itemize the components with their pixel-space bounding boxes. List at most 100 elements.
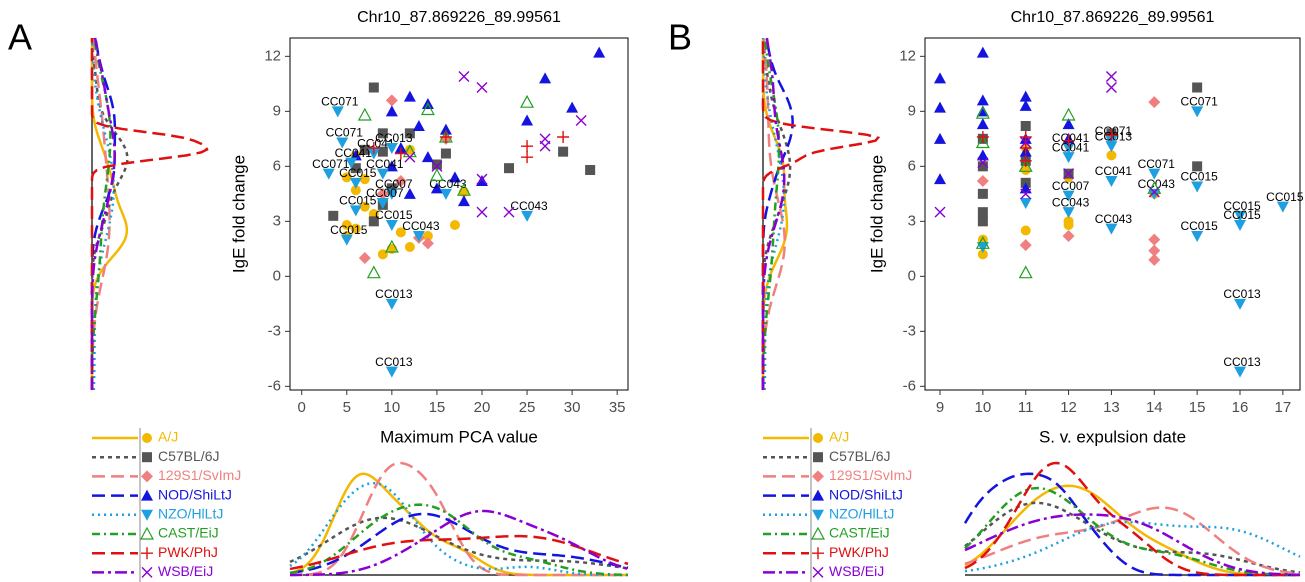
point <box>976 131 989 143</box>
point <box>341 172 352 183</box>
point-label: CC015 <box>1223 208 1261 222</box>
x-tick-label: 9 <box>936 399 944 416</box>
panel-letter: B <box>668 17 692 58</box>
point-label: CC071 <box>312 157 350 171</box>
legend-marker <box>812 566 824 578</box>
point <box>585 165 596 175</box>
legend-marker <box>810 526 826 540</box>
point <box>457 195 470 207</box>
y-tick-label: 9 <box>908 102 916 119</box>
point-label: CC013 <box>375 355 413 369</box>
bottom-density <box>964 520 1301 573</box>
point-label: CC007 <box>366 186 404 200</box>
point <box>345 157 358 169</box>
chart-title: Chr10_87.869226_89.99561 <box>1011 9 1215 26</box>
point <box>575 115 587 126</box>
x-tick-label: 0 <box>298 399 306 416</box>
y-tick-label: 12 <box>264 47 281 64</box>
legend-marker <box>142 452 152 463</box>
point <box>385 160 398 172</box>
point <box>322 168 335 180</box>
point-label: CC007 <box>375 177 413 191</box>
bottom-density <box>964 506 1301 575</box>
point <box>1105 176 1118 187</box>
point <box>1147 181 1162 194</box>
point-label: CC043 <box>1138 177 1176 191</box>
point <box>977 188 988 199</box>
point <box>1191 106 1204 118</box>
point <box>1019 99 1032 111</box>
point <box>1062 207 1075 219</box>
point <box>439 131 452 143</box>
point <box>394 175 407 187</box>
legend-label: CAST/EiJ <box>158 525 219 541</box>
x-tick-label: 14 <box>1146 399 1163 416</box>
point <box>975 105 990 119</box>
point <box>539 72 552 84</box>
point <box>404 128 415 139</box>
x-tick-label: 11 <box>1018 399 1034 416</box>
point <box>359 201 370 212</box>
point <box>1192 161 1203 172</box>
point <box>350 163 361 174</box>
point <box>934 72 946 84</box>
point-label: CC043 <box>510 199 548 213</box>
point-label: CC071 <box>1180 95 1218 109</box>
bottom-density <box>963 472 1300 577</box>
point-label: CC013 <box>375 287 413 301</box>
legend-marker <box>141 509 153 521</box>
point <box>420 102 435 116</box>
point <box>934 206 946 218</box>
legend-marker <box>812 547 824 560</box>
point <box>385 143 398 154</box>
bottom-density <box>289 516 629 570</box>
y-tick-label: 0 <box>908 267 916 284</box>
point <box>976 242 989 253</box>
point <box>349 177 362 189</box>
legend-label: A/J <box>158 429 178 445</box>
point <box>368 82 379 93</box>
x-axis-label: S. v. expulsion date <box>1039 427 1186 446</box>
point <box>593 46 606 58</box>
point <box>976 94 989 106</box>
point <box>336 137 349 149</box>
y-axis-label: IgE fold change <box>229 155 248 273</box>
point <box>476 173 488 185</box>
point <box>384 239 399 253</box>
legend-marker <box>142 433 152 443</box>
point <box>1020 121 1031 131</box>
point <box>341 220 352 230</box>
point-label: CC015 <box>1180 170 1218 184</box>
point <box>521 210 534 222</box>
point-label: CC041 <box>357 137 395 151</box>
y-tick-label: 3 <box>273 212 281 229</box>
legend-marker <box>141 547 153 560</box>
point <box>358 252 371 264</box>
legend-marker <box>813 433 823 443</box>
bottom-density <box>289 472 628 577</box>
point <box>368 216 379 227</box>
y-axis-label: IgE fold change <box>867 155 886 273</box>
bottom-density <box>964 501 1301 574</box>
point <box>1192 82 1203 93</box>
point <box>412 231 425 242</box>
point <box>1063 168 1075 180</box>
bottom-density <box>964 461 1300 577</box>
point <box>558 146 569 157</box>
point-label: CC071 <box>1095 124 1133 138</box>
point-label: CC043 <box>402 219 440 233</box>
point <box>1019 131 1032 143</box>
point <box>1148 186 1160 198</box>
y-tick-label: 9 <box>273 102 281 119</box>
point <box>377 146 388 157</box>
point-label: CC041 <box>335 146 373 160</box>
point <box>1148 188 1161 200</box>
point <box>1019 239 1032 252</box>
point <box>566 101 579 113</box>
point-label: CC015 <box>1266 190 1304 204</box>
x-tick-label: 5 <box>343 399 351 416</box>
point <box>404 144 415 155</box>
point-label: CC071 <box>321 95 359 109</box>
point <box>976 118 989 130</box>
